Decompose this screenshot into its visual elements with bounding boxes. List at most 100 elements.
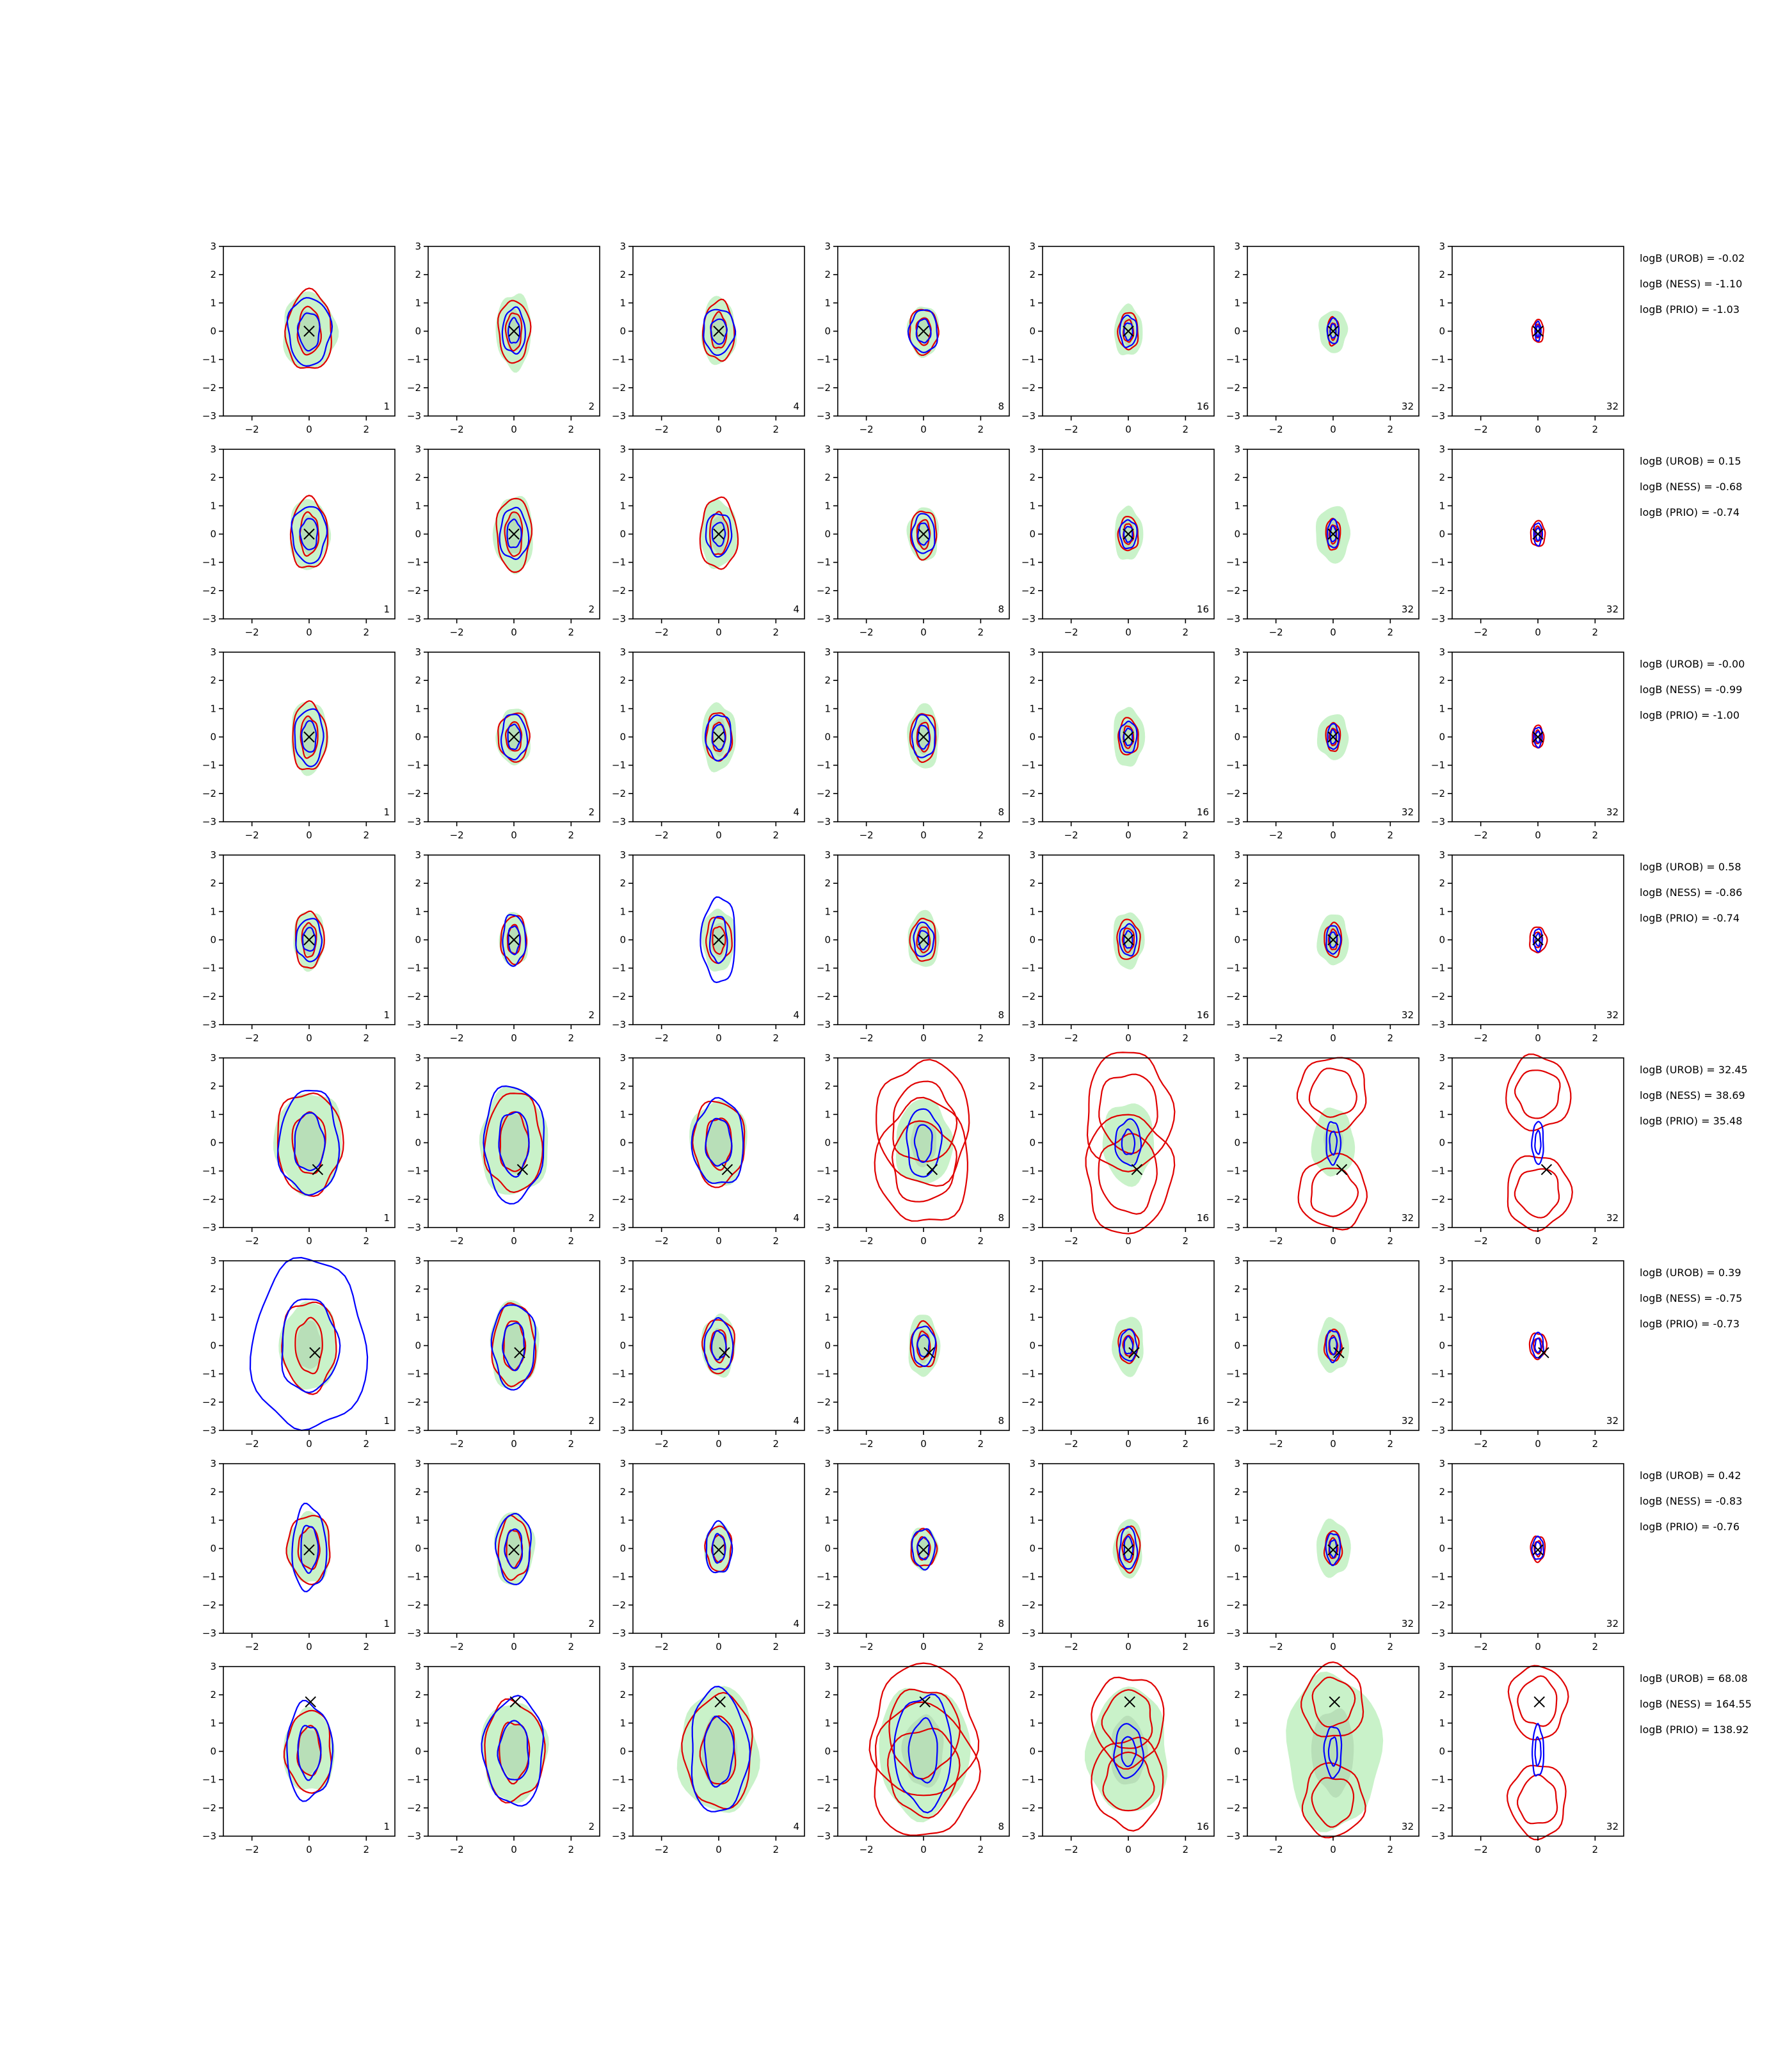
panel-number: 32: [1402, 1415, 1414, 1427]
x-tick-label: −2: [450, 1844, 464, 1855]
panel-r2-c5: −3 −2 −1 0 1 2 3 −2 0 2 16: [1021, 444, 1215, 638]
y-tick-label: 0: [415, 732, 421, 743]
panel-r8-c5: −3 −2 −1 0 1 2 3 −2 0 2 16: [1021, 1661, 1215, 1855]
y-tick-label: −1: [202, 1774, 216, 1786]
true-parameter-marker: [719, 1347, 730, 1359]
y-tick-label: 1: [824, 1311, 831, 1323]
x-tick-label: −2: [860, 1844, 874, 1855]
y-tick-label: 1: [1029, 500, 1036, 511]
blue-contour-outer: [893, 1693, 952, 1814]
panel-r8-c3: −3 −2 −1 0 1 2 3 −2 0 2 4: [612, 1661, 805, 1855]
blue-contour-inner: [908, 1716, 938, 1784]
y-tick-label: −1: [612, 760, 626, 771]
y-tick-label: 2: [824, 877, 831, 889]
panel-number: 2: [588, 1415, 595, 1427]
red-contour-inner: [1514, 1168, 1560, 1219]
x-tick-label: 0: [1535, 1844, 1541, 1855]
y-tick-label: −1: [1226, 1165, 1240, 1177]
red-contour-outer: [497, 1514, 531, 1581]
density-fill-inner: [502, 1322, 525, 1372]
y-tick-label: −2: [407, 1396, 421, 1408]
y-tick-label: −2: [1431, 1802, 1445, 1814]
blue-contour-outer: [906, 1108, 943, 1178]
true-parameter-marker: [918, 934, 929, 946]
y-tick-label: −2: [407, 382, 421, 394]
true-parameter-marker: [918, 325, 929, 337]
blue-contour-inner: [281, 1298, 341, 1394]
y-tick-label: 2: [1439, 877, 1445, 889]
blue-contour-inner: [711, 723, 726, 751]
y-tick-label: −1: [817, 1571, 831, 1583]
blue-contour-outer: [1118, 1328, 1139, 1362]
blue-contour-outer: [705, 513, 733, 558]
x-tick-label: 2: [1388, 1235, 1394, 1247]
blue-contour-outer: [705, 1520, 733, 1574]
x-tick-label: 0: [920, 1438, 927, 1450]
red-contour-inner: [1122, 1334, 1134, 1357]
panel-r5-c3: −3 −2 −1 0 1 2 3 −2 0 2 4: [612, 1052, 805, 1247]
y-tick-label: 2: [824, 1689, 831, 1700]
red-contour-inner: [887, 1727, 961, 1819]
red-contour-outer: [1530, 520, 1546, 547]
panel-number: 1: [383, 806, 390, 818]
true-parameter-marker: [303, 325, 315, 337]
y-tick-label: 1: [1234, 1717, 1240, 1729]
y-tick-label: 1: [620, 1311, 626, 1323]
x-tick-label: −2: [245, 829, 259, 841]
blue-contour-outer: [700, 896, 736, 984]
panel-r4-c6: −3 −2 −1 0 1 2 3 −2 0 2 32: [1226, 849, 1420, 1044]
y-tick-label: 1: [415, 1514, 421, 1526]
x-tick-label: −2: [860, 1641, 874, 1652]
y-tick-label: −2: [407, 991, 421, 1002]
y-tick-label: 2: [1234, 1283, 1240, 1295]
panel-number: 16: [1197, 1212, 1209, 1224]
density-fill-inner: [296, 310, 322, 355]
y-tick-label: 1: [620, 1514, 626, 1526]
y-tick-label: −2: [202, 382, 216, 394]
x-tick-label: −2: [245, 1844, 259, 1855]
blue-contour-inner: [1535, 730, 1541, 744]
blue-contour-outer: [276, 1089, 340, 1196]
panel-number: 32: [1606, 401, 1619, 412]
logb-annotation: logB (NESS) = -1.10: [1640, 278, 1742, 290]
panel-r3-c1: −3 −2 −1 0 1 2 3 −2 0 2 1: [202, 646, 396, 841]
y-tick-label: 2: [824, 472, 831, 483]
y-tick-label: 2: [1234, 877, 1240, 889]
y-tick-label: 0: [1439, 934, 1445, 946]
red-contour-outer: [495, 497, 533, 573]
blue-contour-inner: [917, 724, 931, 750]
y-tick-label: 1: [415, 500, 421, 511]
x-tick-label: 0: [511, 1844, 517, 1855]
x-tick-label: 2: [1388, 1032, 1394, 1044]
x-tick-label: 0: [1535, 829, 1541, 841]
x-tick-label: 2: [568, 1438, 575, 1450]
x-tick-label: 2: [978, 1438, 984, 1450]
x-tick-label: 0: [1330, 627, 1336, 638]
y-tick-label: 1: [1234, 1311, 1240, 1323]
y-tick-label: 0: [824, 529, 831, 540]
y-tick-label: 2: [824, 269, 831, 280]
y-tick-label: 0: [824, 1137, 831, 1149]
y-tick-label: 2: [824, 1080, 831, 1092]
panel-number: 8: [998, 1009, 1004, 1021]
y-tick-label: −2: [202, 1599, 216, 1611]
y-tick-label: 1: [415, 1108, 421, 1120]
panel-r1-c3: −3 −2 −1 0 1 2 3 −2 0 2 4: [612, 241, 805, 435]
red-contour-outer: [692, 1100, 746, 1188]
y-tick-label: 0: [1234, 529, 1240, 540]
panel-number: 16: [1197, 1415, 1209, 1427]
y-tick-label: 3: [1439, 1458, 1445, 1469]
x-tick-label: 2: [1183, 424, 1189, 435]
y-tick-label: 1: [1234, 297, 1240, 308]
y-tick-label: 0: [824, 326, 831, 337]
logb-annotation: logB (UROB) = 32.45: [1640, 1064, 1748, 1076]
red-contour-outer: [1117, 515, 1139, 552]
y-tick-label: 1: [210, 1311, 216, 1323]
x-tick-label: 0: [511, 424, 517, 435]
x-tick-label: 2: [364, 1032, 370, 1044]
x-tick-label: 0: [1125, 1235, 1132, 1247]
y-tick-label: −1: [1431, 557, 1445, 568]
y-tick-label: −2: [1226, 1396, 1240, 1408]
y-tick-label: 2: [415, 472, 421, 483]
x-tick-label: −2: [1474, 1641, 1488, 1652]
